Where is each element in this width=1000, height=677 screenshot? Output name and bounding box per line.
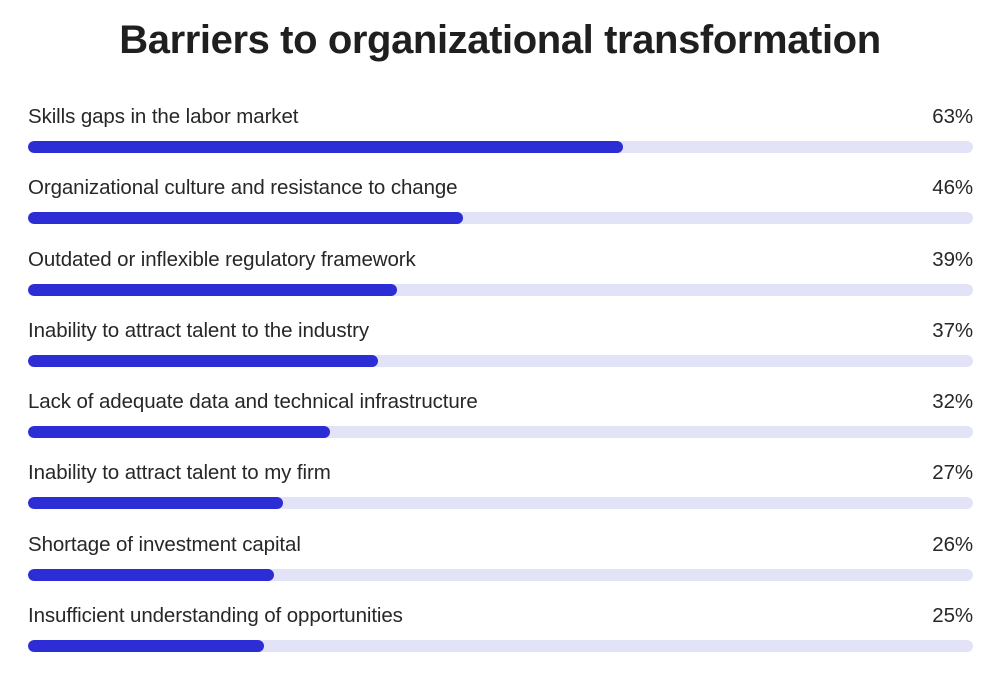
bar-track: [28, 426, 973, 439]
bar-row-value: 37%: [932, 318, 973, 342]
bar-track: [28, 141, 973, 153]
bar-row-value: 32%: [932, 390, 973, 414]
bar-row: Inability to attract talent to my firm 27…: [28, 459, 973, 530]
bar-row-header: Inability to attract talent to the indus…: [28, 317, 973, 345]
bar-track: [28, 568, 973, 581]
bar-track: [28, 283, 973, 296]
bar-fill: [28, 426, 331, 439]
bar-track: [28, 640, 973, 653]
bar-row-value: 27%: [932, 461, 973, 485]
bar-row-header: Outdated or inflexible regulatory framew…: [28, 246, 973, 274]
bar-fill: [28, 354, 378, 367]
bar-row-value: 26%: [932, 532, 973, 556]
bar-row-header: Insufficient understanding of opportunit…: [28, 602, 973, 630]
bar-row-value: 63%: [932, 105, 973, 128]
bar-row: Shortage of investment capital 26%: [28, 531, 973, 602]
bar-row-header: Organizational culture and resistance to…: [28, 174, 973, 202]
bar-row: Outdated or inflexible regulatory framew…: [28, 246, 973, 317]
bar-row: Inability to attract talent to the indus…: [28, 317, 973, 388]
bar-row-header: Shortage of investment capital 26%: [28, 531, 973, 559]
bar-row-header: Lack of adequate data and technical infr…: [28, 388, 973, 416]
bar-row-header: Inability to attract talent to my firm 27…: [28, 459, 973, 487]
bar-row-label: Inability to attract talent to my firm: [28, 461, 331, 485]
bar-row-label: Lack of adequate data and technical infr…: [28, 390, 478, 414]
bar-track: [28, 497, 973, 510]
bar-fill: [28, 640, 265, 653]
bar-row-label: Inability to attract talent to the indus…: [28, 318, 369, 342]
bar-row-list: Skills gaps in the labor market 63% Organi…: [28, 103, 973, 673]
bar-fill: [28, 497, 284, 510]
bar-row-label: Shortage of investment capital: [28, 532, 301, 556]
chart-title: Barriers to organizational transformatio…: [119, 18, 881, 62]
bar-fill: [28, 212, 463, 225]
bar-row-value: 25%: [932, 604, 973, 628]
bar-row: Skills gaps in the labor market 63%: [28, 103, 973, 174]
bar-row-label: Outdated or inflexible regulatory framew…: [28, 247, 416, 271]
bar-row: Insufficient understanding of opportunit…: [28, 602, 973, 673]
bar-row: Lack of adequate data and technical infr…: [28, 388, 973, 459]
bar-fill: [28, 141, 624, 153]
bar-row-header: Skills gaps in the labor market 63%: [28, 103, 973, 131]
bar-row-label: Organizational culture and resistance to…: [28, 176, 458, 200]
bar-row-label: Insufficient understanding of opportunit…: [28, 604, 403, 628]
bar-fill: [28, 283, 397, 296]
bar-row-value: 39%: [932, 247, 973, 271]
bar-row-value: 46%: [932, 176, 973, 200]
bar-track: [28, 354, 973, 367]
bar-fill: [28, 568, 274, 581]
bar-row: Organizational culture and resistance to…: [28, 174, 973, 245]
bar-row-label: Skills gaps in the labor market: [28, 105, 299, 128]
bar-track: [28, 212, 973, 225]
